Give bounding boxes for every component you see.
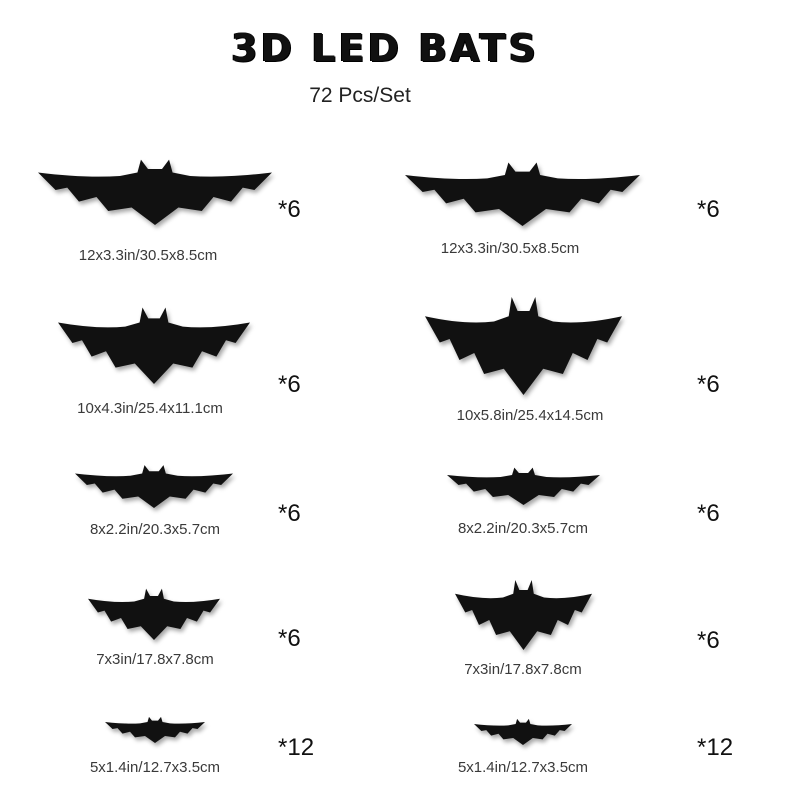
bat-image bbox=[88, 585, 220, 640]
quantity-label: *6 bbox=[697, 371, 720, 398]
page-title: 3D LED BATS bbox=[231, 26, 539, 70]
quantity-label: *12 bbox=[278, 734, 315, 761]
quantity-label: *6 bbox=[278, 196, 301, 223]
quantity-label: *6 bbox=[278, 500, 301, 527]
bat-image bbox=[58, 302, 250, 384]
size-label: 7x3in/17.8x7.8cm bbox=[464, 661, 582, 678]
quantity-label: *6 bbox=[697, 500, 720, 527]
size-label: 8x2.2in/20.3x5.7cm bbox=[89, 521, 221, 538]
bat-image bbox=[75, 462, 233, 508]
bat-image bbox=[105, 715, 205, 743]
quantity-label: *6 bbox=[278, 371, 301, 398]
bat-image bbox=[455, 575, 592, 650]
pieces-per-set: 72 Pcs/Set bbox=[309, 84, 411, 107]
quantity-label: *12 bbox=[697, 734, 734, 761]
bat-image bbox=[38, 155, 272, 225]
size-label: 5x1.4in/12.7x3.5cm bbox=[457, 759, 589, 776]
size-label: 5x1.4in/12.7x3.5cm bbox=[89, 759, 221, 776]
bat-image bbox=[405, 158, 640, 226]
bat-image bbox=[447, 465, 600, 505]
bat-image bbox=[474, 717, 572, 745]
quantity-label: *6 bbox=[697, 627, 720, 654]
size-label: 10x5.8in/25.4x14.5cm bbox=[456, 407, 604, 424]
size-label: 8x2.2in/20.3x5.7cm bbox=[457, 520, 589, 537]
quantity-label: *6 bbox=[697, 196, 720, 223]
size-label: 12x3.3in/30.5x8.5cm bbox=[440, 240, 580, 257]
size-label: 12x3.3in/30.5x8.5cm bbox=[78, 247, 218, 264]
size-label: 7x3in/17.8x7.8cm bbox=[96, 651, 214, 668]
bat-image bbox=[425, 290, 622, 395]
size-label: 10x4.3in/25.4x11.1cm bbox=[77, 400, 223, 417]
quantity-label: *6 bbox=[278, 625, 301, 652]
